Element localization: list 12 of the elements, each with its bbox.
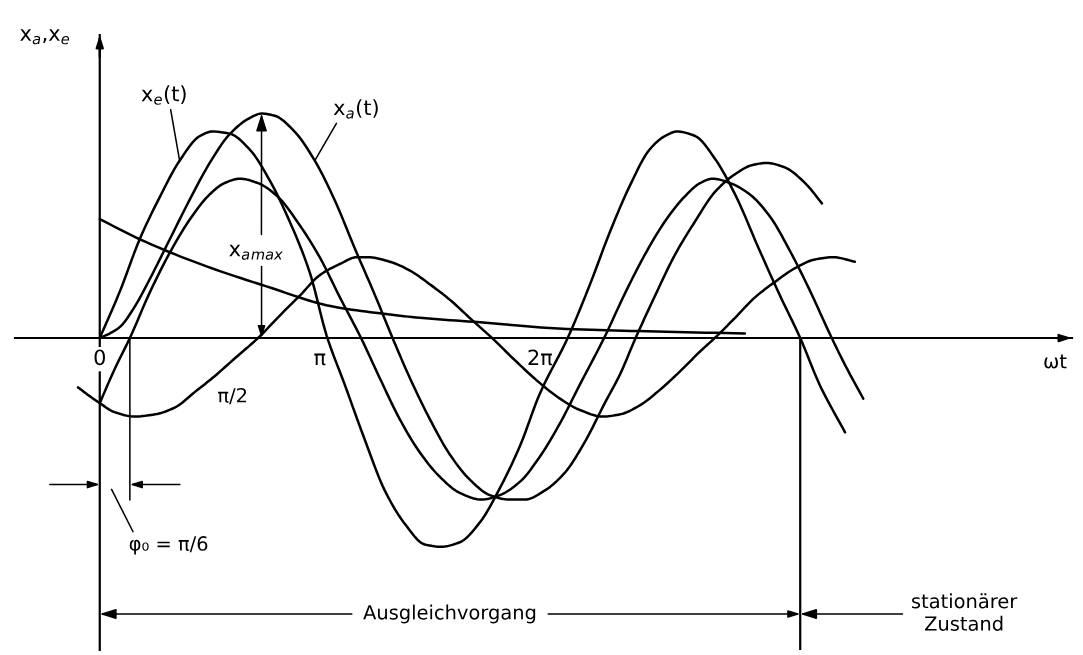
series-label: x$_{e}$(t): [141, 85, 186, 105]
x-tick-label: 2π: [528, 349, 553, 366]
y-axis-title: x$_{a}$,x$_{e}$: [20, 29, 70, 45]
text: stationärer Zustand: [911, 593, 1018, 631]
text: Ausgleichvorgang: [363, 604, 536, 624]
series-label: x$_{a}$(t): [333, 99, 378, 119]
legend-label: φ₀ = π/6: [129, 536, 208, 555]
annotation: π/2: [218, 387, 247, 405]
x-tick-label: 0: [94, 349, 105, 366]
x-axis-title: ωt: [1044, 354, 1067, 369]
annotation: x$_{amax}$: [229, 244, 283, 260]
x-tick-label: π: [314, 353, 326, 366]
